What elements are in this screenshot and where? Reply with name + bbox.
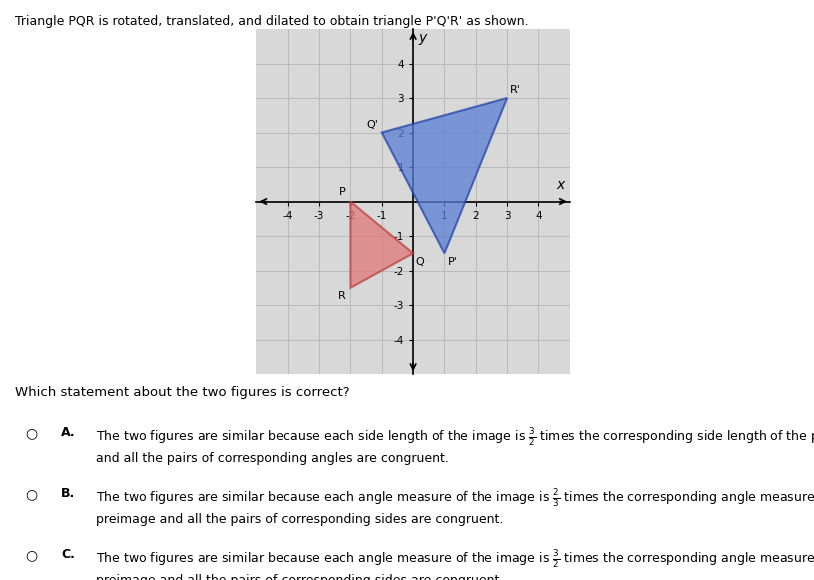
Text: ○: ○	[25, 548, 37, 562]
Text: A.: A.	[61, 426, 76, 439]
Text: preimage and all the pairs of corresponding sides are congruent.: preimage and all the pairs of correspond…	[96, 574, 503, 580]
Polygon shape	[350, 202, 414, 288]
Text: The two figures are similar because each angle measure of the image is $\frac{3}: The two figures are similar because each…	[96, 548, 814, 570]
Text: The two figures are similar because each angle measure of the image is $\frac{2}: The two figures are similar because each…	[96, 487, 814, 509]
Text: ○: ○	[25, 487, 37, 501]
Text: B.: B.	[61, 487, 76, 500]
Text: Which statement about the two figures is correct?: Which statement about the two figures is…	[15, 386, 349, 398]
Text: Q: Q	[416, 257, 424, 267]
Text: R: R	[338, 291, 346, 301]
Text: P: P	[339, 187, 346, 197]
Polygon shape	[382, 98, 507, 253]
Text: R': R'	[510, 85, 521, 95]
Text: P': P'	[448, 258, 457, 267]
Text: ○: ○	[25, 426, 37, 440]
Text: y: y	[418, 31, 427, 45]
Text: C.: C.	[61, 548, 75, 561]
Text: Q': Q'	[366, 119, 378, 130]
Text: Triangle PQR is rotated, translated, and dilated to obtain triangle P'Q'R' as sh: Triangle PQR is rotated, translated, and…	[15, 14, 528, 27]
Text: The two figures are similar because each side length of the image is $\frac{3}{2: The two figures are similar because each…	[96, 426, 814, 448]
Text: and all the pairs of corresponding angles are congruent.: and all the pairs of corresponding angle…	[96, 452, 449, 465]
Text: preimage and all the pairs of corresponding sides are congruent.: preimage and all the pairs of correspond…	[96, 513, 503, 525]
Text: x: x	[556, 178, 565, 192]
